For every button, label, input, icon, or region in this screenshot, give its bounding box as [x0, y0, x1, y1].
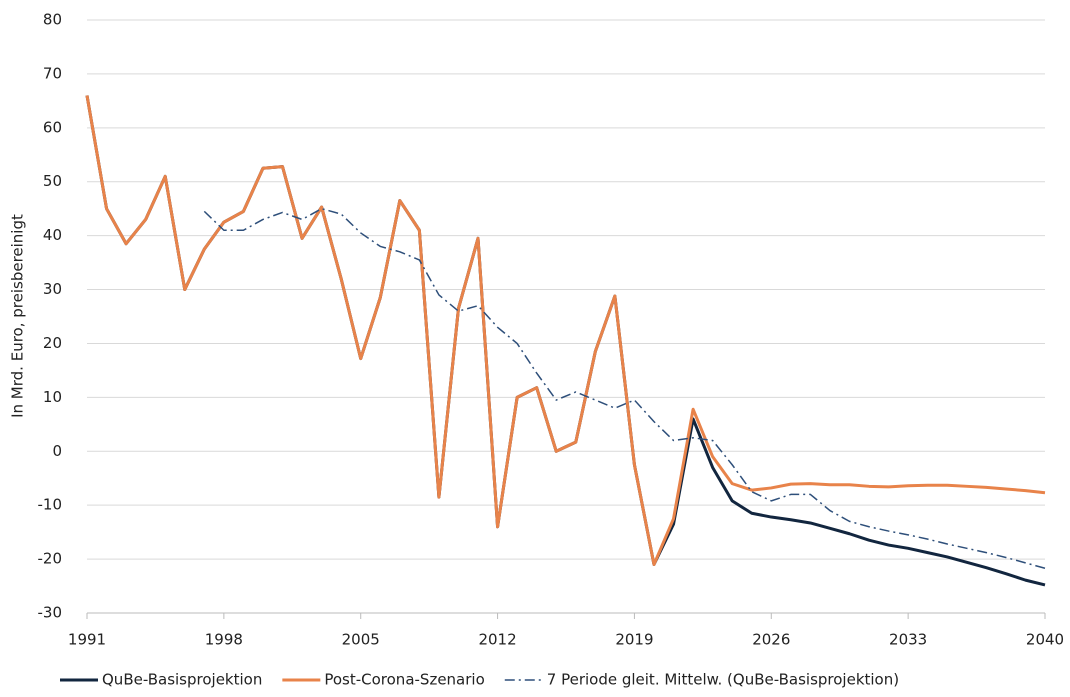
y-tick-label: -30	[38, 604, 63, 622]
y-tick-label: 0	[52, 442, 62, 460]
series-line	[203, 207, 1046, 569]
y-tick-label: 80	[43, 11, 62, 29]
y-tick-label: 20	[43, 334, 62, 352]
y-tick-label: -10	[38, 496, 63, 514]
series-line	[85, 95, 1046, 566]
x-tick-label: 1991	[68, 631, 106, 649]
x-tick-label: 2040	[1026, 631, 1064, 649]
x-tick-label: 2005	[342, 631, 380, 649]
legend-label: 7 Periode gleit. Mittelw. (QuBe-Basispro…	[547, 671, 899, 689]
x-tick-label: 1998	[205, 631, 243, 649]
legend-label: Post-Corona-Szenario	[324, 671, 484, 689]
legend-label: QuBe-Basisprojektion	[102, 671, 262, 689]
y-tick-label: 30	[43, 280, 62, 298]
x-tick-label: 2012	[478, 631, 516, 649]
x-tick-label: 2033	[889, 631, 927, 649]
y-tick-label: 10	[43, 388, 62, 406]
y-tick-label: 60	[43, 118, 62, 136]
y-tick-label: -20	[38, 550, 63, 568]
series-line	[85, 95, 1046, 587]
x-tick-label: 2019	[615, 631, 653, 649]
x-tick-label: 2026	[752, 631, 790, 649]
y-tick-label: 50	[43, 172, 62, 190]
y-axis-label: In Mrd. Euro, preisbereinigt	[9, 214, 27, 418]
y-tick-label: 70	[43, 64, 62, 82]
y-tick-label: 40	[43, 226, 62, 244]
